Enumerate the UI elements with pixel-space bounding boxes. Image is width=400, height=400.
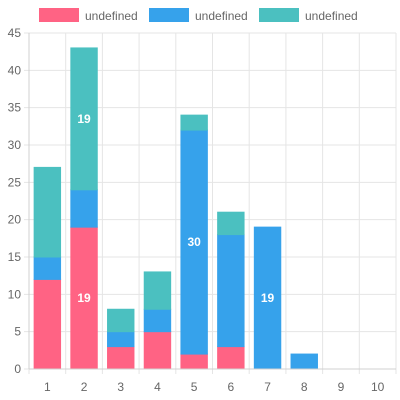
x-tick-label: 1 xyxy=(44,380,51,394)
legend-swatch xyxy=(259,8,299,22)
y-tick-label: 35 xyxy=(8,101,22,115)
bar-segment[interactable] xyxy=(107,308,135,333)
y-tick-label: 40 xyxy=(8,63,22,77)
bar-data-label: 19 xyxy=(77,291,91,305)
legend-item[interactable]: undefined xyxy=(39,8,138,23)
bar-segment[interactable] xyxy=(290,353,318,370)
y-tick-label: 15 xyxy=(8,250,22,264)
y-tick-label: 0 xyxy=(14,362,21,376)
legend: undefined undefined undefined xyxy=(39,8,358,23)
legend-label: undefined xyxy=(195,9,248,23)
bar-segment[interactable] xyxy=(217,211,245,236)
x-tick-label: 9 xyxy=(338,380,345,394)
bar-segment[interactable] xyxy=(70,189,98,228)
y-tick-label: 45 xyxy=(8,26,22,40)
bar-segment[interactable] xyxy=(33,166,62,258)
bar-segment[interactable] xyxy=(180,129,208,355)
bar-segment[interactable] xyxy=(143,308,172,333)
bars xyxy=(33,47,318,370)
x-tick-label: 2 xyxy=(81,380,88,394)
bar-data-label: 19 xyxy=(77,112,91,126)
bar-data-label: 19 xyxy=(261,291,275,305)
bar-segment[interactable] xyxy=(107,346,135,370)
y-tick-label: 25 xyxy=(8,175,22,189)
y-tick-label: 20 xyxy=(8,213,22,227)
legend-swatch xyxy=(39,8,79,22)
x-tick-label: 8 xyxy=(301,380,308,394)
x-tick-label: 3 xyxy=(117,380,124,394)
bar-segment[interactable] xyxy=(180,353,208,370)
bar-data-label: 30 xyxy=(187,235,201,249)
bar-segment[interactable] xyxy=(253,226,282,370)
y-tick-label: 30 xyxy=(8,138,22,152)
x-tick-label: 6 xyxy=(228,380,235,394)
data-labels: 19 19 30 19 xyxy=(77,112,274,305)
legend-swatch xyxy=(149,8,189,22)
bar-segment[interactable] xyxy=(107,331,135,348)
legend-label: undefined xyxy=(305,9,358,23)
bar-segment[interactable] xyxy=(217,234,245,348)
x-tick-label: 4 xyxy=(154,380,161,394)
x-tick-label: 7 xyxy=(264,380,271,394)
x-tick-label: 10 xyxy=(371,380,385,394)
bar-segment[interactable] xyxy=(33,278,62,370)
bar-segment[interactable] xyxy=(70,47,98,191)
x-tick-label: 5 xyxy=(191,380,198,394)
legend-label: undefined xyxy=(85,9,138,23)
bar-segment[interactable] xyxy=(143,271,172,310)
y-tick-label: 5 xyxy=(14,325,21,339)
bar-segment[interactable] xyxy=(33,256,62,280)
bar-segment[interactable] xyxy=(180,114,208,131)
bar-segment[interactable] xyxy=(217,346,245,370)
bar-segment[interactable] xyxy=(143,331,172,370)
y-tick-label: 10 xyxy=(8,287,22,301)
legend-item[interactable]: undefined xyxy=(149,8,248,23)
legend-item[interactable]: undefined xyxy=(259,8,358,23)
